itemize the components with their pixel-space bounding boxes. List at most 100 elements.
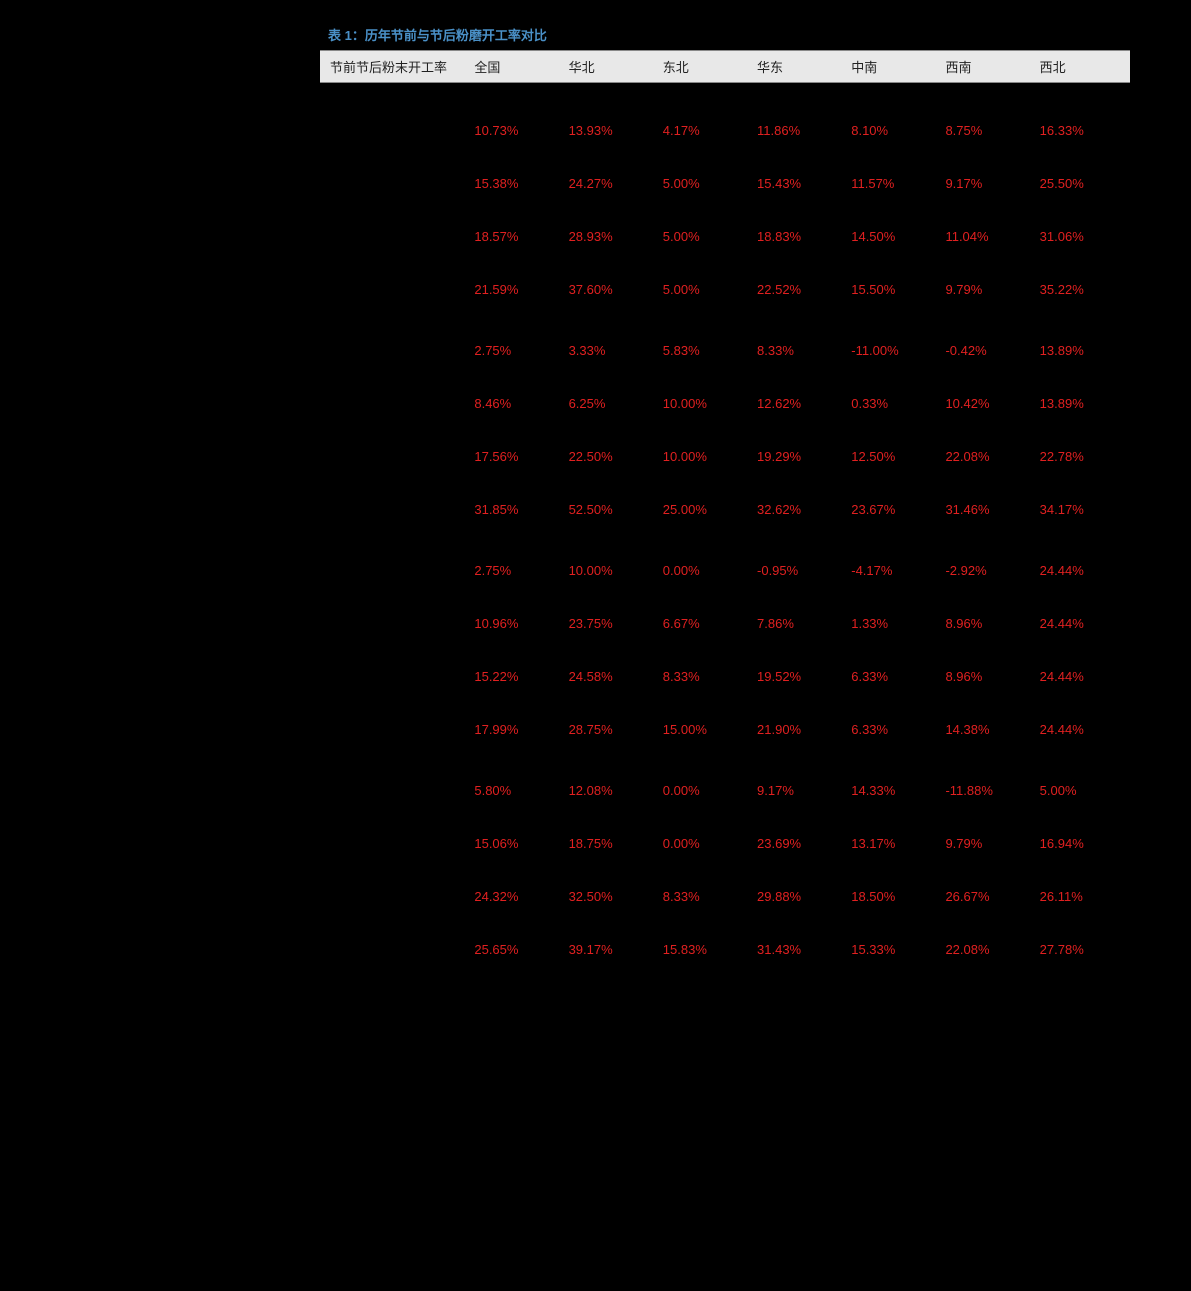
spacer: [320, 303, 1130, 337]
data-cell: 19.29%: [753, 443, 847, 470]
data-cell: 23.69%: [753, 830, 847, 857]
data-cell: 12.62%: [753, 390, 847, 417]
row-label: [320, 223, 470, 250]
data-cell: -2.92%: [941, 557, 1035, 584]
row-label: [320, 557, 470, 584]
data-cell: 35.22%: [1036, 276, 1130, 303]
data-cell: 24.27%: [565, 170, 659, 197]
table-row: 5.80%12.08%0.00%9.17%14.33%-11.88%5.00%: [320, 777, 1130, 804]
data-cell: 10.73%: [470, 117, 564, 144]
data-cell: 8.46%: [470, 390, 564, 417]
data-cell: 26.11%: [1036, 883, 1130, 910]
spacer: [320, 144, 1130, 170]
data-cell: 24.32%: [470, 883, 564, 910]
data-cell: 23.75%: [565, 610, 659, 637]
data-cell: 15.43%: [753, 170, 847, 197]
header-label: 节前节后粉末开工率: [320, 51, 470, 83]
data-cell: 32.62%: [753, 496, 847, 523]
row-label: [320, 663, 470, 690]
data-cell: -4.17%: [847, 557, 941, 584]
data-cell: 13.89%: [1036, 390, 1130, 417]
data-cell: 25.00%: [659, 496, 753, 523]
data-cell: 0.00%: [659, 777, 753, 804]
data-cell: 8.96%: [941, 610, 1035, 637]
data-cell: 10.42%: [941, 390, 1035, 417]
spacer: [320, 584, 1130, 610]
data-cell: 31.43%: [753, 936, 847, 963]
data-cell: -11.88%: [941, 777, 1035, 804]
data-cell: 17.99%: [470, 716, 564, 743]
data-cell: 15.50%: [847, 276, 941, 303]
header-region: 全国: [470, 51, 564, 83]
table-row: 10.73%13.93%4.17%11.86%8.10%8.75%16.33%: [320, 117, 1130, 144]
data-cell: 22.78%: [1036, 443, 1130, 470]
data-cell: 13.89%: [1036, 337, 1130, 364]
spacer: [320, 417, 1130, 443]
data-cell: 12.08%: [565, 777, 659, 804]
table-row: 31.85%52.50%25.00%32.62%23.67%31.46%34.1…: [320, 496, 1130, 523]
table-row: 15.22%24.58%8.33%19.52%6.33%8.96%24.44%: [320, 663, 1130, 690]
spacer: [320, 857, 1130, 883]
data-cell: 15.38%: [470, 170, 564, 197]
data-cell: 34.17%: [1036, 496, 1130, 523]
data-cell: 1.33%: [847, 610, 941, 637]
spacer: [320, 364, 1130, 390]
spacer: [320, 804, 1130, 830]
data-cell: 31.46%: [941, 496, 1035, 523]
data-cell: 28.93%: [565, 223, 659, 250]
data-cell: 22.08%: [941, 936, 1035, 963]
data-cell: 31.06%: [1036, 223, 1130, 250]
table-row: 8.46%6.25%10.00%12.62%0.33%10.42%13.89%: [320, 390, 1130, 417]
table-row: 25.65%39.17%15.83%31.43%15.33%22.08%27.7…: [320, 936, 1130, 963]
data-cell: 9.17%: [753, 777, 847, 804]
row-label: [320, 117, 470, 144]
data-cell: 21.90%: [753, 716, 847, 743]
data-cell: 15.83%: [659, 936, 753, 963]
data-cell: 0.00%: [659, 830, 753, 857]
data-cell: 8.96%: [941, 663, 1035, 690]
data-cell: 10.00%: [659, 443, 753, 470]
table-row: 15.06%18.75%0.00%23.69%13.17%9.79%16.94%: [320, 830, 1130, 857]
row-label: [320, 716, 470, 743]
data-cell: 14.50%: [847, 223, 941, 250]
data-cell: 18.83%: [753, 223, 847, 250]
data-cell: 18.50%: [847, 883, 941, 910]
data-cell: 7.86%: [753, 610, 847, 637]
data-cell: 5.83%: [659, 337, 753, 364]
data-cell: -0.42%: [941, 337, 1035, 364]
data-cell: 18.75%: [565, 830, 659, 857]
table-title: 表 1：历年节前与节后粉磨开工率对比: [320, 25, 1130, 44]
row-label: [320, 830, 470, 857]
data-cell: 10.00%: [659, 390, 753, 417]
data-cell: 15.00%: [659, 716, 753, 743]
data-cell: 17.56%: [470, 443, 564, 470]
spacer: [320, 197, 1130, 223]
data-cell: 13.93%: [565, 117, 659, 144]
data-cell: 29.88%: [753, 883, 847, 910]
data-cell: 10.96%: [470, 610, 564, 637]
spacer: [320, 910, 1130, 936]
header-region: 东北: [659, 51, 753, 83]
spacer: [320, 470, 1130, 496]
table-row: 21.59%37.60%5.00%22.52%15.50%9.79%35.22%: [320, 276, 1130, 303]
data-cell: 18.57%: [470, 223, 564, 250]
data-cell: 22.50%: [565, 443, 659, 470]
data-cell: 0.00%: [659, 557, 753, 584]
data-cell: 5.00%: [659, 276, 753, 303]
header-region: 中南: [847, 51, 941, 83]
data-cell: 22.52%: [753, 276, 847, 303]
row-label: [320, 170, 470, 197]
row-label: [320, 496, 470, 523]
data-cell: 0.33%: [847, 390, 941, 417]
data-cell: 28.75%: [565, 716, 659, 743]
row-label: [320, 276, 470, 303]
data-cell: 24.44%: [1036, 557, 1130, 584]
header-region: 西南: [941, 51, 1035, 83]
data-cell: 2.75%: [470, 557, 564, 584]
data-cell: 9.17%: [941, 170, 1035, 197]
data-cell: 25.50%: [1036, 170, 1130, 197]
spacer: [320, 83, 1130, 117]
spacer: [320, 637, 1130, 663]
row-label: [320, 936, 470, 963]
row-label: [320, 777, 470, 804]
